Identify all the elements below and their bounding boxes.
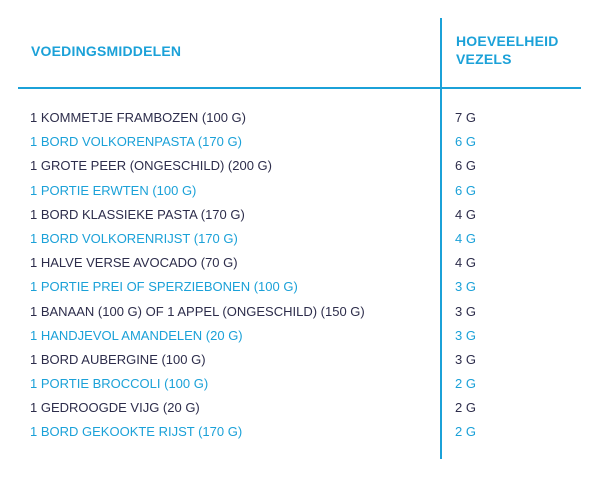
header-fiber-line1: HOEVEELHEID — [456, 33, 559, 49]
table-row: 1 HANDJEVOL AMANDELEN (20 G) 3 G — [18, 324, 581, 348]
food-cell: 1 BORD GEKOOKTE RIJST (170 G) — [30, 424, 243, 440]
table-row: 1 BANAAN (100 G) OF 1 APPEL (ONGESCHILD)… — [18, 300, 581, 324]
fiber-cell: 6 G — [455, 182, 476, 198]
fiber-cell: 7 G — [455, 110, 476, 125]
table-row: 1 GROTE PEER (ONGESCHILD) (200 G) 6 G — [18, 154, 581, 178]
food-cell: 1 BORD KLASSIEKE PASTA (170 G) — [30, 206, 245, 222]
food-cell: 1 KOMMETJE FRAMBOZEN (100 G) — [30, 110, 246, 125]
food-cell: 1 PORTIE BROCCOLI (100 G) — [30, 376, 209, 392]
fiber-cell: 3 G — [455, 327, 476, 343]
header-food: VOEDINGSMIDDELEN — [31, 43, 182, 59]
food-cell: 1 BORD VOLKORENPASTA (170 G) — [30, 134, 242, 150]
food-cell: 1 GEDROOGDE VIJG (20 G) — [30, 400, 200, 416]
fiber-cell: 4 G — [455, 230, 476, 246]
table-row: 1 GEDROOGDE VIJG (20 G) 2 G — [18, 396, 581, 420]
food-cell: 1 BORD AUBERGINE (100 G) — [30, 351, 206, 367]
table-row: 1 HALVE VERSE AVOCADO (70 G) 4 G — [18, 251, 581, 275]
fiber-cell: 2 G — [455, 424, 476, 440]
fiber-table: VOEDINGSMIDDELEN HOEVEELHEID VEZELS 1 KO… — [18, 18, 581, 459]
fiber-cell: 2 G — [455, 376, 476, 392]
fiber-cell: 6 G — [455, 158, 476, 174]
food-cell: 1 HALVE VERSE AVOCADO (70 G) — [30, 255, 238, 271]
table-row: 1 BORD AUBERGINE (100 G) 3 G — [18, 348, 581, 372]
column-divider — [440, 18, 442, 459]
fiber-cell: 4 G — [455, 255, 476, 271]
header-divider — [18, 87, 581, 89]
header-fiber-line2: VEZELS — [456, 51, 512, 67]
food-cell: 1 BORD VOLKORENRIJST (170 G) — [30, 230, 238, 246]
header-fiber-amount: HOEVEELHEID VEZELS — [456, 32, 576, 68]
fiber-cell: 4 G — [455, 206, 476, 222]
food-cell: 1 PORTIE ERWTEN (100 G) — [30, 182, 197, 198]
table-row: 1 BORD VOLKORENPASTA (170 G) 6 G — [18, 130, 581, 154]
food-cell: 1 PORTIE PREI OF SPERZIEBONEN (100 G) — [30, 279, 298, 295]
table-row: 1 BORD GEKOOKTE RIJST (170 G) 2 G — [18, 420, 581, 444]
fiber-cell: 2 G — [455, 400, 476, 416]
table-row: 1 BORD VOLKORENRIJST (170 G) 4 G — [18, 227, 581, 251]
food-cell: 1 HANDJEVOL AMANDELEN (20 G) — [30, 327, 243, 343]
fiber-cell: 6 G — [455, 134, 476, 150]
fiber-cell: 3 G — [455, 351, 476, 367]
food-cell: 1 BANAAN (100 G) OF 1 APPEL (ONGESCHILD)… — [30, 303, 365, 319]
fiber-cell: 3 G — [455, 279, 476, 295]
table-row: 1 PORTIE PREI OF SPERZIEBONEN (100 G) 3 … — [18, 275, 581, 299]
food-cell: 1 GROTE PEER (ONGESCHILD) (200 G) — [30, 158, 272, 174]
table-body: 1 KOMMETJE FRAMBOZEN (100 G) 7 G 1 BORD … — [18, 106, 581, 445]
table-row: 1 PORTIE BROCCOLI (100 G) 2 G — [18, 372, 581, 396]
fiber-cell: 3 G — [455, 303, 476, 319]
table-row: 1 PORTIE ERWTEN (100 G) 6 G — [18, 179, 581, 203]
table-row: 1 KOMMETJE FRAMBOZEN (100 G) 7 G — [18, 106, 581, 130]
table-row: 1 BORD KLASSIEKE PASTA (170 G) 4 G — [18, 203, 581, 227]
